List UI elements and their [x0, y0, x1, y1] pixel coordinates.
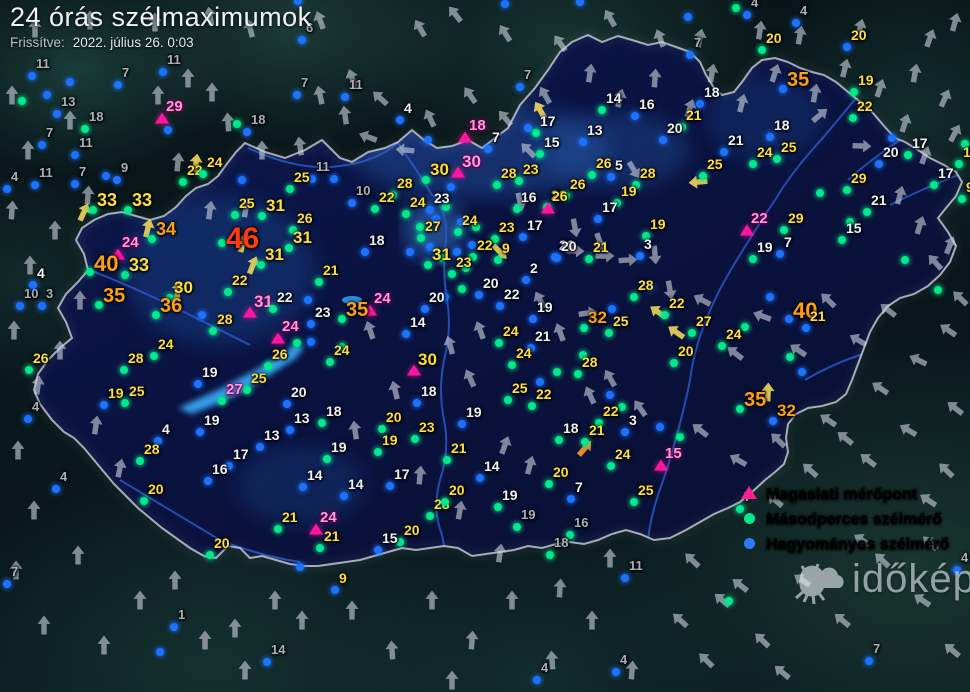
country-fill: [34, 35, 962, 566]
river-tisza: [647, 97, 857, 541]
legend-label: Magaslati mérőpont: [766, 485, 918, 503]
green-dot-icon: [736, 511, 762, 529]
highlight-zemplen: [705, 76, 825, 160]
lake-balaton: [178, 344, 304, 414]
cloud-sun-icon: [795, 563, 844, 605]
river-bodrog: [847, 139, 901, 181]
legend-label: Másodperces szélmérő: [766, 510, 943, 528]
updated-value: 2022. július 26. 0:03: [72, 35, 194, 50]
highlight-budapest: [404, 200, 464, 260]
legend-label: Hagyományos szélmérő: [766, 535, 950, 553]
triangle-icon: [736, 485, 762, 504]
river-maros: [819, 409, 959, 441]
legend-item-per-second: Másodperces szélmérő: [736, 507, 949, 532]
updated-label: Frissítve:: [10, 35, 65, 50]
highlight-nw-hills: [125, 195, 315, 345]
legend: Magaslati mérőpont Másodperces szélmérő …: [736, 482, 949, 557]
lake-ferto: [79, 189, 105, 207]
updated-timestamp: Frissítve: 2022. július 26. 0:03: [10, 35, 312, 50]
river-raba: [89, 269, 251, 346]
idokep-logo: időkép: [788, 552, 970, 606]
lake-velence: [342, 296, 362, 304]
river-danube: [247, 141, 450, 557]
page-title: 24 órás szélmaximumok: [10, 2, 312, 32]
blue-dot-icon: [736, 536, 762, 554]
map-header: 24 órás szélmaximumok Frissítve: 2022. jú…: [10, 0, 312, 50]
legend-item-elevated: Magaslati mérőpont: [736, 482, 949, 507]
highlight-matra: [540, 112, 690, 188]
highlight-mecsek: [235, 445, 365, 525]
logo-text: időkép: [852, 556, 970, 601]
river-drava: [119, 479, 301, 563]
